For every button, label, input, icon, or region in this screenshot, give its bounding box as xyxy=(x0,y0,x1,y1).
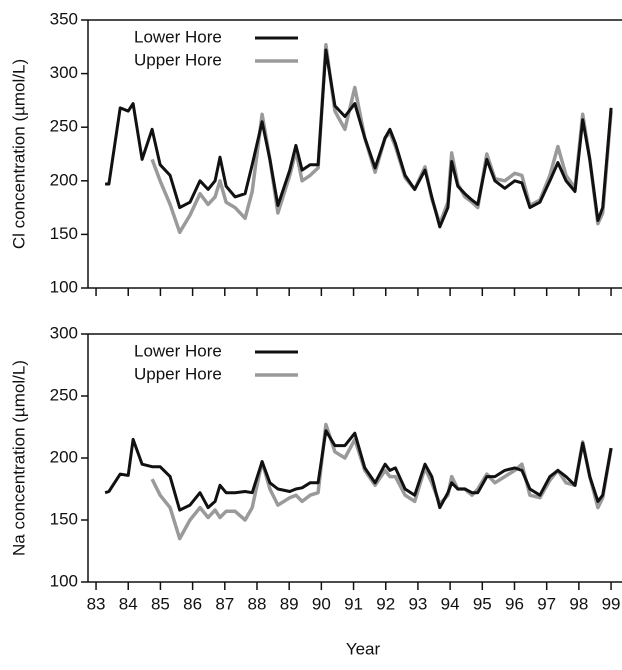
x-tick-label: 98 xyxy=(569,594,588,613)
y-tick-label: 350 xyxy=(50,9,78,28)
x-tick-label: 92 xyxy=(376,594,395,613)
y-tick-label: 250 xyxy=(50,385,78,404)
data-line xyxy=(150,42,613,235)
x-tick-label: 96 xyxy=(505,594,524,613)
x-tick-label: 89 xyxy=(280,594,299,613)
y-tick-label: 100 xyxy=(50,277,78,296)
legend-label: Lower Hore xyxy=(134,341,222,360)
data-line xyxy=(104,429,613,512)
x-tick-label: 85 xyxy=(151,594,170,613)
x-tick-label: 99 xyxy=(602,594,621,613)
y-tick-label: 300 xyxy=(50,63,78,82)
x-tick-label: 97 xyxy=(537,594,556,613)
x-tick-label: 84 xyxy=(119,594,138,613)
data-line xyxy=(150,422,613,541)
x-axis-label: Year xyxy=(346,639,381,658)
legend-label: Upper Hore xyxy=(134,50,222,69)
y-tick-label: 150 xyxy=(50,224,78,243)
data-line xyxy=(105,48,613,229)
y-tick-label: 200 xyxy=(50,170,78,189)
y-axis-label: Cl concentration (µmol/L) xyxy=(9,59,28,249)
legend-label: Upper Hore xyxy=(134,364,222,383)
x-tick-label: 87 xyxy=(215,594,234,613)
x-tick-label: 83 xyxy=(87,594,106,613)
x-tick-label: 94 xyxy=(441,594,460,613)
y-tick-label: 150 xyxy=(50,509,78,528)
legend-label: Lower Hore xyxy=(134,27,222,46)
y-tick-label: 250 xyxy=(50,117,78,136)
x-tick-label: 93 xyxy=(408,594,427,613)
y-tick-label: 300 xyxy=(50,323,78,342)
x-tick-label: 91 xyxy=(344,594,363,613)
x-tick-label: 86 xyxy=(183,594,202,613)
y-tick-label: 200 xyxy=(50,447,78,466)
y-tick-label: 100 xyxy=(50,571,78,590)
x-tick-label: 90 xyxy=(312,594,331,613)
y-axis-label: Na concentration (µmol/L) xyxy=(9,360,28,556)
x-tick-label: 88 xyxy=(248,594,267,613)
x-tick-label: 95 xyxy=(473,594,492,613)
